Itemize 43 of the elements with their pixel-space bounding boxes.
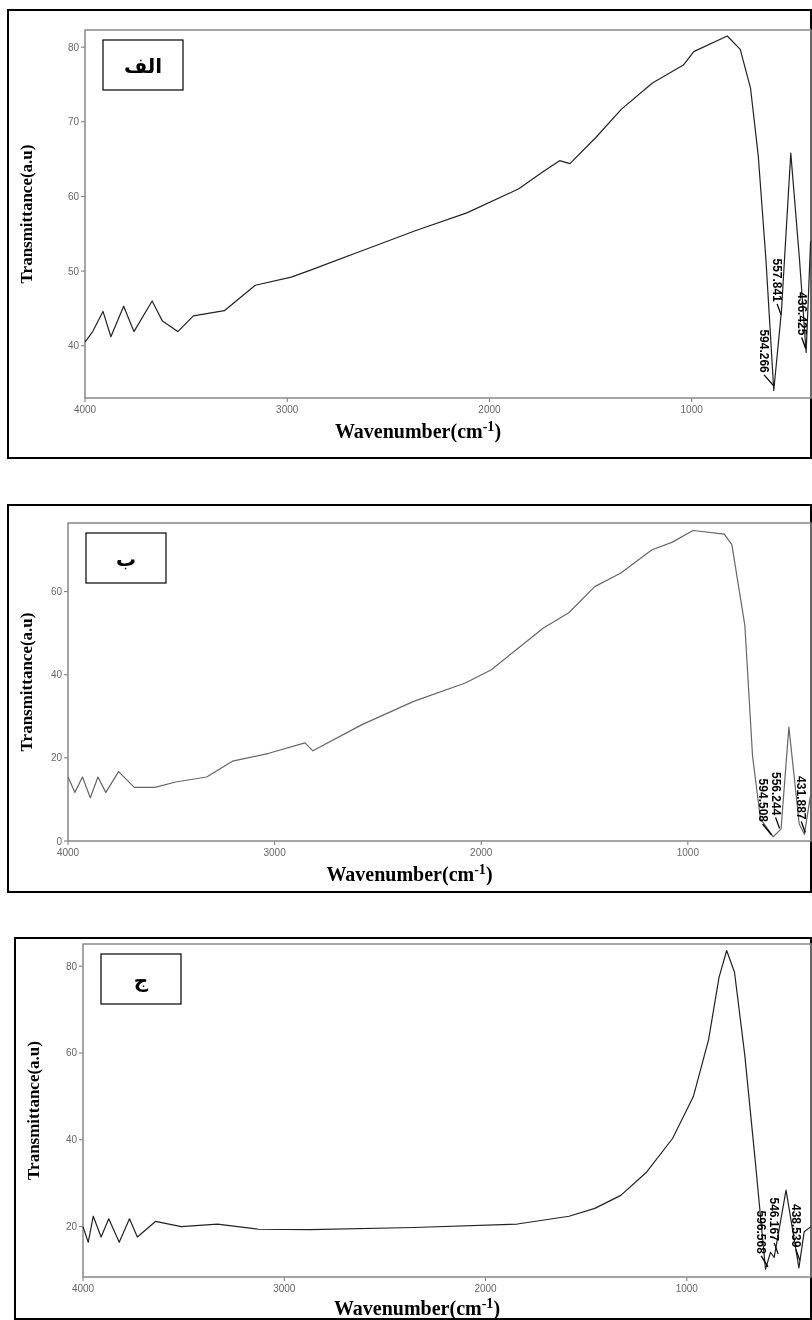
annotation: 546.167 — [767, 1197, 782, 1242]
annotation: 557.841 — [770, 258, 785, 303]
x-tick-label: 2000 — [470, 847, 493, 858]
text: ج — [133, 968, 149, 992]
x-tick-label: 1000 — [675, 1283, 699, 1294]
y-tick-label: 50 — [67, 265, 80, 277]
annotation: 596.568 — [754, 1210, 769, 1255]
y-tick-label: 20 — [65, 1221, 78, 1233]
y-tick-label: 40 — [50, 669, 63, 681]
annotation: 436.425 — [794, 292, 809, 336]
x-tick-label: 3000 — [263, 847, 287, 858]
x-tick-label: 4000 — [73, 404, 97, 415]
y-tick-label: 70 — [67, 116, 80, 128]
annotation: 438.539 — [788, 1203, 803, 1248]
x-tick-label: 3000 — [273, 1283, 296, 1294]
x-tick-label: 4000 — [56, 847, 80, 858]
y-tick-label: 80 — [67, 41, 80, 53]
x-tick-label: 3000 — [276, 404, 299, 415]
x-tick-label: 4000 — [71, 1283, 95, 1294]
y-tick-label: 80 — [65, 960, 78, 972]
annotation: 594.266 — [757, 329, 772, 374]
y-tick-label: 60 — [50, 586, 63, 598]
annotation: 431.887 — [794, 776, 809, 820]
annotation: 556.244 — [768, 771, 783, 816]
y-tick-label: 20 — [50, 752, 63, 764]
y-tick-label: 0 — [56, 835, 63, 847]
x-axis-title: Wavenumber(cm$^{-1}$) — [333, 1295, 501, 1320]
y-axis-title: Transmittance(a.u) — [16, 144, 36, 284]
annotation: 594.508 — [755, 778, 770, 823]
text: الف — [123, 54, 163, 78]
x-axis-title: Wavenumber(cm$^{-1}$) — [334, 418, 502, 443]
x-tick-label: 2000 — [478, 404, 502, 415]
y-tick-label: 60 — [67, 190, 80, 202]
x-tick-label: 1000 — [676, 847, 700, 858]
x-axis-title: Wavenumber(cm$^{-1}$) — [326, 861, 493, 886]
x-tick-label: 2000 — [474, 1283, 498, 1294]
y-tick-label: 40 — [65, 1134, 78, 1146]
text: ب — [115, 547, 137, 571]
y-axis-title: Transmittance(a.u) — [16, 612, 36, 752]
y-tick-label: 60 — [65, 1047, 78, 1059]
y-tick-label: 40 — [67, 340, 80, 352]
y-axis-title: Transmittance(a.u) — [23, 1041, 43, 1180]
x-tick-label: 1000 — [680, 404, 704, 415]
